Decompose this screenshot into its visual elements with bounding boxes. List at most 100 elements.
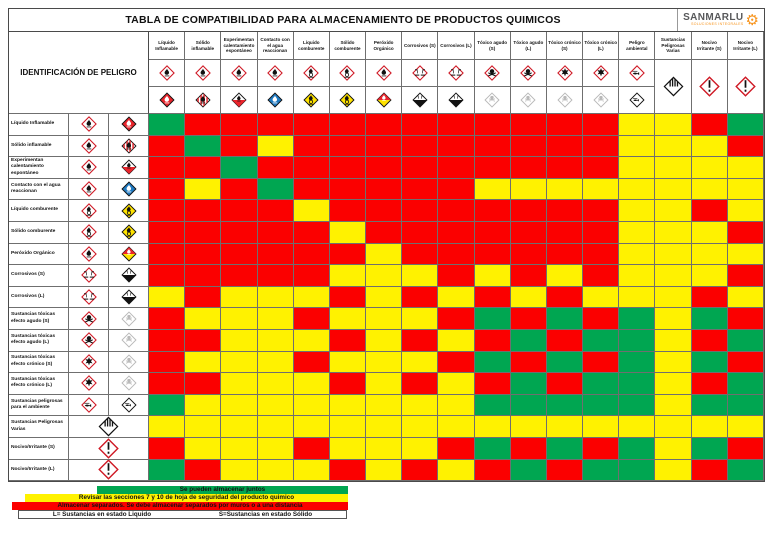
- row-header-label: Nocivo/Irritante (L): [9, 459, 69, 482]
- transport-faded-icon: [120, 375, 137, 392]
- matrix-cell: [583, 351, 620, 374]
- column-header-label: Líquido Inflamable: [149, 32, 186, 60]
- matrix-cell: [510, 200, 547, 222]
- column-transport-pictogram: [510, 87, 547, 114]
- matrix-cell: [691, 157, 728, 179]
- matrix-cell: [727, 221, 764, 244]
- matrix-cell: [438, 459, 475, 482]
- matrix-cell: [474, 114, 511, 136]
- ghs-flame-over-circle-icon: [80, 202, 97, 219]
- matrix-cell: [655, 286, 692, 309]
- column-ghs-pictogram: [402, 60, 439, 87]
- matrix-cell: [221, 394, 258, 417]
- matrix-cell: [221, 459, 258, 482]
- ghs-skull-icon: [80, 332, 97, 349]
- column-transport-pictogram: [149, 87, 186, 114]
- matrix-cell: [149, 459, 186, 482]
- matrix-cell: [402, 178, 439, 201]
- transport-class42-spontaneously-combustible-icon: [231, 92, 247, 108]
- row-header-label: Corrosivos (L): [9, 286, 69, 309]
- matrix-cell: [329, 157, 367, 179]
- row-transport-pictogram: [109, 243, 149, 266]
- matrix-cell: [366, 178, 403, 201]
- matrix-cell: [257, 459, 294, 482]
- ghs-exclamation-icon: [98, 437, 119, 459]
- row-header-label: Sustancias tóxicas efecto crónico (L): [9, 373, 69, 395]
- compatibility-table: TABLA DE COMPATIBILIDAD PARA ALMACENAMIE…: [8, 8, 765, 483]
- matrix-cell: [221, 243, 258, 266]
- matrix-cell: [257, 114, 294, 136]
- matrix-cell: [727, 178, 764, 201]
- ghs-skull-icon: [80, 310, 97, 327]
- row-header-label: Sólido inflamable: [9, 135, 69, 158]
- matrix-cell: [619, 114, 656, 136]
- ghs-corrosion-icon: [80, 289, 97, 305]
- logo-name: SANMARLU: [683, 12, 744, 24]
- matrix-cell: [546, 394, 584, 417]
- matrix-cell: [149, 265, 186, 287]
- column-ghs-pictogram: [546, 60, 584, 87]
- row-ghs-pictogram: [69, 394, 109, 417]
- column-transport-pictogram: [293, 87, 330, 114]
- row-transport-pictogram: [109, 329, 149, 352]
- matrix-cell: [619, 459, 656, 482]
- row-header-label: Líquido comburente: [9, 200, 69, 222]
- ghs-flame-icon: [80, 181, 97, 197]
- matrix-cell: [185, 308, 222, 330]
- matrix-cell: [438, 265, 475, 287]
- row-transport-pictogram: [109, 308, 149, 330]
- matrix-cell: [619, 265, 656, 287]
- column-transport-pictogram: [583, 87, 620, 114]
- row-ghs-pictogram: [69, 351, 109, 374]
- matrix-cell: [257, 243, 294, 266]
- row-pictogram: [69, 437, 149, 460]
- column-transport-pictogram: [257, 87, 294, 114]
- matrix-cell: [402, 286, 439, 309]
- matrix-cell: [329, 286, 367, 309]
- column-ghs-pictogram: [510, 60, 547, 87]
- matrix-cell: [727, 200, 764, 222]
- matrix-cell: [366, 351, 403, 374]
- matrix-cell: [510, 351, 547, 374]
- matrix-cell: [402, 437, 439, 460]
- matrix-cell: [583, 373, 620, 395]
- column-ghs-pictogram: [149, 60, 186, 87]
- matrix-cell: [329, 243, 367, 266]
- gear-icon: ⚙: [745, 11, 759, 29]
- matrix-cell: [655, 221, 692, 244]
- matrix-cell: [293, 265, 330, 287]
- matrix-cell: [329, 265, 367, 287]
- matrix-cell: [366, 329, 403, 352]
- column-ghs-pictogram: [257, 60, 294, 87]
- transport-class51-oxidizer-icon: [120, 203, 137, 219]
- matrix-cell: [655, 157, 692, 179]
- column-ghs-pictogram: [221, 60, 258, 87]
- matrix-cell: [149, 308, 186, 330]
- row-transport-pictogram: [109, 114, 149, 136]
- matrix-cell: [474, 157, 511, 179]
- column-header-label: Nocivo Irritante (S): [691, 32, 728, 60]
- title-row: TABLA DE COMPATIBILIDAD PARA ALMACENAMIE…: [9, 9, 764, 32]
- row-pictogram: [69, 459, 149, 482]
- matrix-cell: [619, 221, 656, 244]
- row-header-label: Sustancias tóxicas efecto agudo (L): [9, 329, 69, 352]
- transport-faded-icon: [120, 332, 137, 348]
- row-ghs-pictogram: [69, 157, 109, 179]
- matrix-cell: [727, 351, 764, 374]
- matrix-cell: [221, 265, 258, 287]
- matrix-cell: [474, 437, 511, 460]
- matrix-cell: [221, 157, 258, 179]
- ghs-exclamation-icon: [98, 459, 119, 481]
- matrix-cell: [329, 459, 367, 482]
- matrix-cell: [727, 135, 764, 158]
- matrix-cell: [402, 114, 439, 136]
- matrix-cell: [510, 135, 547, 158]
- matrix-cell: [366, 221, 403, 244]
- matrix-cell: [402, 394, 439, 417]
- ghs-environment-icon: [80, 397, 97, 413]
- matrix-cell: [257, 394, 294, 417]
- ghs-exclamation-icon: [698, 76, 720, 97]
- matrix-cell: [185, 114, 222, 136]
- column-header-label: Nocivo Irritante (L): [727, 32, 764, 60]
- transport-class41-flammable-solid-icon: [120, 138, 137, 154]
